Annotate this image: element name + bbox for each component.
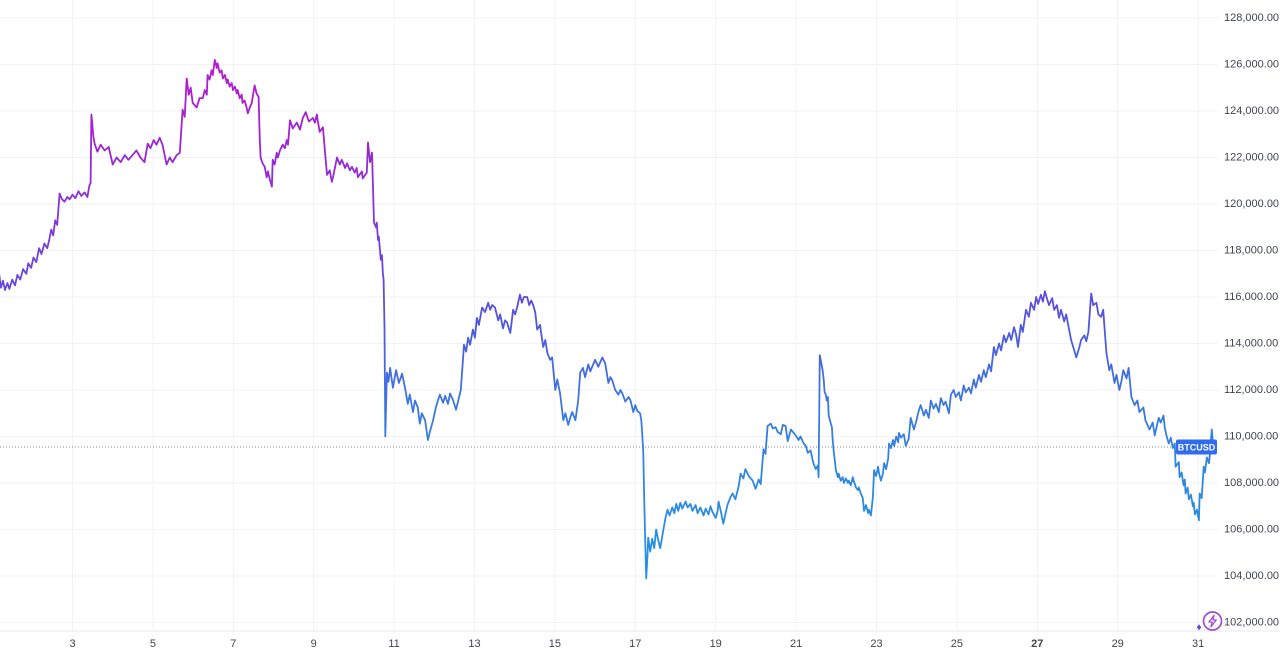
time-tick-label: 27: [1031, 638, 1043, 650]
time-tick-label: 21: [790, 638, 802, 650]
price-tick-label: 128,000.00: [1224, 12, 1279, 24]
time-tick-label: 25: [951, 638, 963, 650]
symbol-badge-bg: [1176, 439, 1217, 455]
price-tick-label: 102,000.00: [1224, 617, 1279, 629]
time-tick-label: 11: [388, 638, 399, 650]
price-tick-label: 114,000.00: [1224, 338, 1278, 350]
time-tick-label: 13: [468, 638, 480, 650]
lightning-circle-icon: [1202, 611, 1223, 631]
price-tick-label: 120,000.00: [1224, 198, 1279, 210]
price-tick-label: 118,000.00: [1224, 245, 1278, 257]
time-tick-label: 3: [69, 638, 75, 650]
price-tick-label: 122,000.00: [1224, 152, 1279, 164]
price-tick-label: 104,000.00: [1224, 570, 1279, 582]
time-tick-label: 15: [549, 638, 561, 650]
price-tick-label: 108,000.00: [1224, 477, 1279, 489]
lightning-boost-icon[interactable]: [1196, 611, 1223, 631]
time-tick-label: 19: [710, 638, 722, 650]
price-axis[interactable]: 128,000.00 126,000.00 124,000.00 122,000.00…: [1224, 12, 1279, 629]
time-tick-label: 5: [150, 638, 156, 650]
grid-lines: [0, 0, 1218, 631]
time-axis[interactable]: 3 5 7 9 11 13 15 17 19 21 23 25 27 29 31: [69, 638, 1204, 650]
symbol-badge[interactable]: BTCUSD: [1176, 439, 1217, 455]
price-tick-label: 124,000.00: [1224, 105, 1279, 117]
price-tick-label: 126,000.00: [1224, 59, 1279, 71]
price-tick-label: 112,000.00: [1224, 384, 1278, 396]
time-tick-label: 23: [870, 638, 882, 650]
price-tick-label: 110,000.00: [1224, 431, 1278, 443]
time-tick-label: 29: [1112, 638, 1124, 650]
price-line-series: [0, 59, 1216, 580]
time-tick-label: 17: [629, 638, 641, 650]
spark-diamond-icon: [1196, 624, 1202, 631]
time-tick-label: 31: [1192, 638, 1204, 650]
lightning-bolt-icon: [1208, 614, 1217, 628]
time-tick-label: 7: [230, 638, 236, 650]
price-tick-label: 116,000.00: [1224, 291, 1278, 303]
time-tick-label: 9: [311, 638, 317, 650]
price-tick-label: 106,000.00: [1224, 524, 1279, 536]
symbol-badge-label: BTCUSD: [1178, 442, 1216, 452]
